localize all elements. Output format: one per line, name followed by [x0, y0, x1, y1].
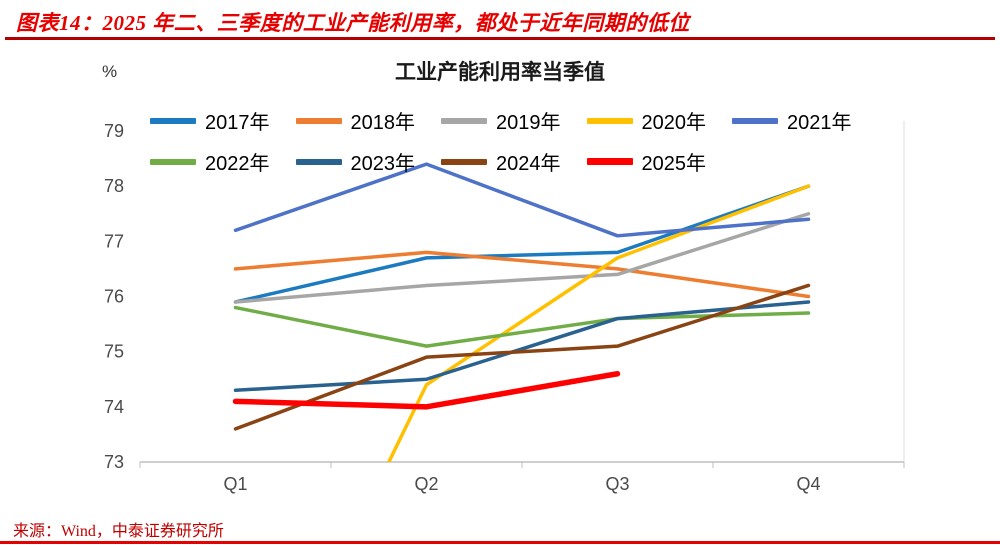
- legend-row: 2022年 2023年 2024年 2025年: [150, 147, 852, 176]
- y-tick-label: 74: [104, 397, 124, 417]
- chart-title: 工业产能利用率当季值: [395, 61, 605, 84]
- legend-label: 2025年: [641, 153, 707, 175]
- bottom-divider: [0, 541, 1000, 544]
- legend-item-2019年: 2019年: [441, 106, 561, 135]
- series-line-2019年: [233, 212, 811, 304]
- legend-row: 2017年 2018年 2019年 2020年 2021年: [150, 106, 852, 135]
- legend-item-2024年: 2024年: [441, 147, 561, 176]
- legend-label: 2022年: [205, 153, 270, 175]
- chart-legend: 2017年 2018年 2019年 2020年 2021年 2022年 2023年 2024年…: [150, 106, 852, 176]
- legend-swatch: [586, 117, 633, 124]
- y-tick-label: 77: [104, 231, 124, 251]
- legend-swatch: [150, 117, 196, 124]
- series-line-2017年: [233, 184, 811, 304]
- legend-label: 2023年: [350, 153, 416, 175]
- x-tick-label: Q2: [414, 474, 438, 494]
- series-line-2020年: [386, 184, 811, 462]
- legend-item-2022年: 2022年: [150, 147, 270, 176]
- series-line-2021年: [233, 162, 811, 238]
- legend-label: 2020年: [641, 112, 707, 134]
- y-tick-label: 76: [104, 287, 124, 307]
- series-line-2024年: [233, 283, 811, 431]
- y-axis-unit-label: %: [102, 62, 118, 81]
- legend-item-2020年: 2020年: [586, 106, 707, 135]
- legend-swatch: [732, 117, 778, 124]
- series-line-2023年: [233, 300, 811, 393]
- series-line-2018年: [233, 250, 811, 299]
- legend-label: 2018年: [350, 112, 416, 134]
- y-tick-label: 73: [104, 452, 124, 472]
- legend-swatch: [295, 117, 342, 124]
- y-tick-label: 78: [104, 176, 124, 196]
- x-tick-label: Q3: [605, 474, 629, 494]
- legend-swatch: [441, 117, 487, 124]
- header-divider: [5, 37, 995, 40]
- legend-item-2025年: 2025年: [586, 147, 707, 176]
- x-tick-label: Q1: [223, 474, 247, 494]
- figure-caption: 图表14：2025 年二、三季度的工业产能利用率，都处于近年同期的低位: [16, 11, 690, 35]
- legend-swatch: [441, 158, 487, 165]
- legend-item-2017年: 2017年: [150, 106, 270, 135]
- legend-item-2018年: 2018年: [295, 106, 416, 135]
- legend-label: 2021年: [787, 112, 852, 134]
- legend-item-2021年: 2021年: [732, 106, 852, 135]
- legend-label: 2024年: [496, 153, 561, 175]
- legend-label: 2019年: [496, 112, 561, 134]
- source-note: 来源：Wind，中泰证券研究所: [13, 523, 224, 540]
- y-tick-label: 79: [104, 121, 124, 141]
- legend-item-2023年: 2023年: [295, 147, 416, 176]
- y-tick-label: 75: [104, 342, 124, 362]
- x-tick-label: Q4: [796, 474, 820, 494]
- legend-swatch: [586, 158, 633, 165]
- legend-label: 2017年: [205, 112, 270, 134]
- series-line-2025年: [232, 370, 621, 410]
- legend-swatch: [295, 158, 342, 165]
- legend-swatch: [150, 158, 196, 165]
